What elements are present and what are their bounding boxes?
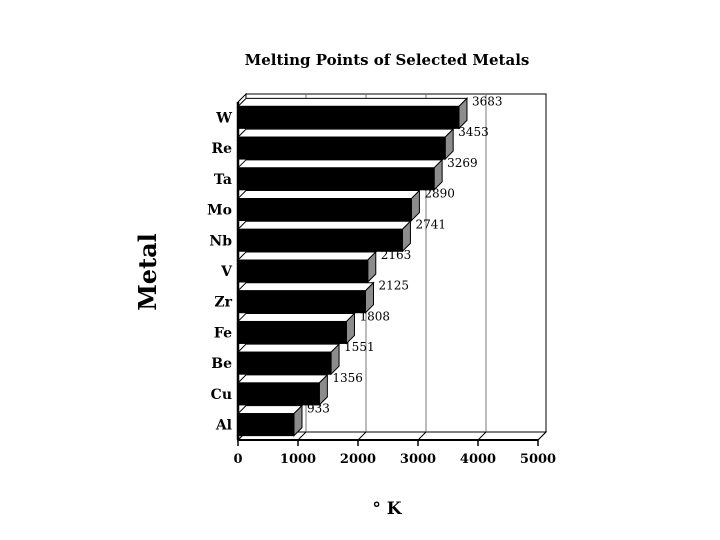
value-label: 2741: [415, 217, 446, 231]
value-label: 2125: [379, 279, 410, 293]
bar: [237, 259, 369, 283]
category-label: Re: [211, 141, 232, 157]
bar-top-face: [236, 312, 356, 322]
x-axis-title: ° K: [372, 499, 402, 519]
category-label: Be: [211, 356, 232, 372]
x-tick-label: 0: [233, 452, 242, 467]
bar-top-face: [236, 405, 304, 415]
bar: [237, 228, 403, 252]
x-tick-label: 2000: [340, 452, 376, 467]
bar: [237, 105, 460, 129]
category-label: Nb: [209, 233, 232, 249]
x-tick-label: 3000: [400, 452, 436, 467]
value-labels: 3683 3453 3269 2890 2741 2163 2125 1808 1551 1356…: [307, 94, 503, 415]
bars: [236, 97, 469, 437]
category-label: V: [220, 264, 233, 280]
category-label: Al: [215, 418, 232, 434]
x-tick-label: 4000: [460, 452, 496, 467]
value-label: 1808: [359, 309, 390, 323]
category-label: Cu: [211, 387, 232, 403]
category-label: Fe: [214, 325, 232, 341]
bar-top-face: [236, 374, 329, 384]
bar-top-face: [236, 97, 469, 107]
bar: [237, 136, 446, 160]
bar-top-face: [236, 343, 341, 353]
bar: [237, 413, 295, 437]
value-label: 3453: [458, 125, 489, 139]
value-label: 1356: [332, 371, 363, 385]
value-label: 3683: [472, 94, 503, 108]
floor-tick: [417, 431, 427, 441]
chart-title: Melting Points of Selected Metals: [245, 51, 530, 69]
bar-top-face: [236, 220, 412, 230]
value-label: 3269: [447, 156, 478, 170]
value-label: 2890: [424, 187, 455, 201]
x-tick-label: 1000: [280, 452, 316, 467]
bar-top-face: [236, 159, 444, 169]
value-label: 2163: [381, 248, 412, 262]
bar: [237, 320, 347, 344]
bar-top-face: [236, 251, 377, 261]
value-label: 933: [307, 402, 330, 416]
bar: [237, 290, 366, 314]
bar-top-face: [236, 128, 455, 138]
x-axis-ticks: 0 1000 2000 3000 4000 5000: [233, 440, 556, 467]
category-label: Ta: [214, 172, 232, 188]
bar-top-face: [236, 190, 421, 200]
category-label: Mo: [207, 203, 232, 219]
bar: [237, 167, 435, 191]
y-axis-title: Metal: [133, 233, 162, 311]
value-label: 1551: [344, 340, 375, 354]
category-labels: W Re Ta Mo Nb V Zr Fe Be Cu Al: [207, 110, 233, 433]
floor-tick: [537, 431, 547, 441]
x-tick-label: 5000: [520, 452, 556, 467]
bar: [237, 382, 320, 406]
floor-tick: [357, 431, 367, 441]
floor-tick: [297, 431, 307, 441]
bar-top-face: [236, 282, 375, 292]
category-label: W: [215, 110, 232, 126]
floor-tick: [477, 431, 487, 441]
bar: [237, 198, 412, 222]
category-label: Zr: [214, 295, 232, 311]
bar: [237, 351, 332, 375]
